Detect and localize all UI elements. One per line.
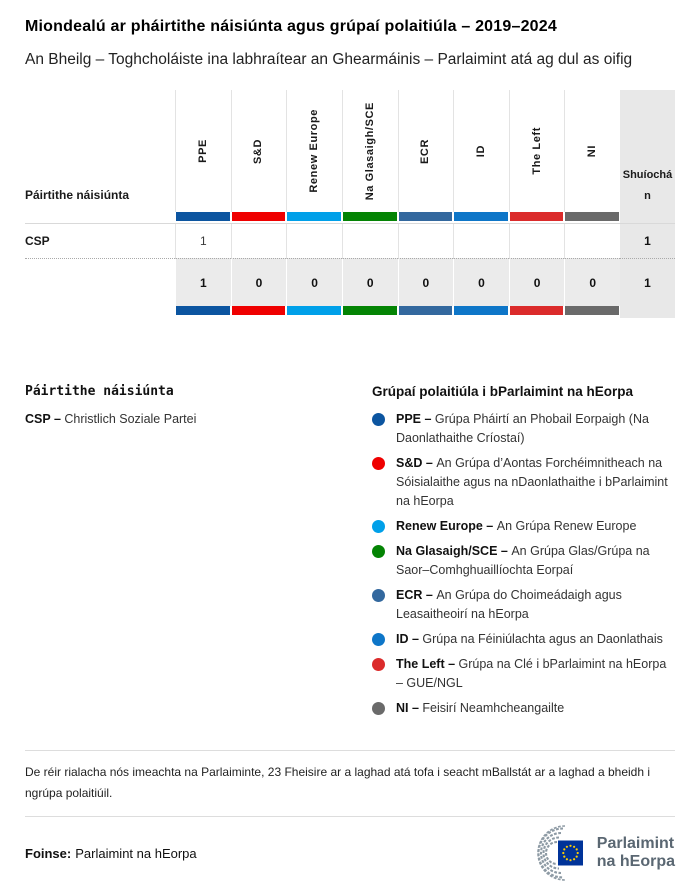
ppe-color-bar — [176, 212, 230, 222]
renew-dot-icon — [372, 520, 385, 534]
grand-total-seats: 1 — [620, 258, 675, 307]
id-color-bar — [454, 212, 508, 222]
total-ecr: 0 — [397, 258, 454, 307]
eu-flag-icon — [557, 840, 583, 866]
political-groups-legend: Grúpaí polaitiúla i bParlaimint na hEorp… — [372, 384, 675, 724]
sd-color-bar — [231, 212, 286, 222]
total-renew: 0 — [286, 258, 342, 307]
row-header-cell: Páirtithe náisiúnta — [25, 90, 175, 212]
id-dot-icon — [372, 633, 385, 647]
theleft-color-bar — [509, 306, 564, 316]
sd-dot-icon — [372, 457, 385, 471]
seat-cell-id — [453, 224, 509, 259]
renew-color-bar — [287, 212, 341, 222]
national-parties-legend: Páirtithe náisiúnta CSP – Christlich Soz… — [25, 384, 372, 426]
legend-item-sd: S&D – An Grúpa d’Aontas Forchéimnitheach… — [372, 454, 675, 511]
ni-color-bar — [565, 212, 619, 222]
total-ni: 0 — [564, 258, 620, 307]
ecr-color-bar — [398, 212, 453, 222]
greens-color-bar — [342, 306, 397, 316]
legend-item-greens: Na Glasaigh/SCE – An Grúpa Glas/Grúpa na… — [372, 542, 675, 580]
ni-dot-icon — [372, 702, 385, 716]
total-sd: 0 — [230, 258, 287, 307]
legend-item-ppe: PPE – Grúpa Pháirtí an Phobail Eorpaigh … — [372, 410, 675, 448]
bar-spacer — [25, 212, 175, 225]
seat-cell-ni — [564, 224, 620, 259]
ecr-dot-icon — [372, 589, 385, 603]
column-header-ppe: PPE — [175, 90, 231, 213]
seat-cell-sd — [230, 224, 287, 259]
renew-color-bar — [287, 306, 341, 316]
bar-spacer — [620, 212, 675, 225]
bar-spacer — [620, 306, 675, 319]
footnote: De réir rialacha nós imeachta na Parlaim… — [25, 765, 651, 801]
seat-cell-renew — [286, 224, 342, 259]
theleft-color-bar — [509, 212, 564, 222]
ecr-color-bar — [398, 306, 453, 316]
seat-cell-theleft — [508, 224, 565, 259]
column-header-greens: Na Glasaigh/SCE — [341, 90, 398, 213]
european-parliament-logo: Parlaimint na hEorpa — [525, 825, 675, 881]
sd-color-bar — [231, 306, 286, 316]
row-header-label: Páirtithe náisiúnta — [25, 187, 130, 202]
hemicycle-icon — [536, 825, 583, 881]
column-header-ecr: ECR — [397, 90, 454, 213]
footer: Foinse: Parlaimint na hEorpa — [25, 817, 675, 881]
legend-section: Páirtithe náisiúnta CSP – Christlich Soz… — [25, 384, 675, 724]
political-groups-heading: Grúpaí polaitiúla i bParlaimint na hEorp… — [372, 384, 634, 400]
total-id: 0 — [453, 258, 509, 307]
total-ppe: 1 — [175, 258, 231, 307]
ni-color-bar — [565, 306, 619, 316]
greens-dot-icon — [372, 545, 385, 559]
page-subtitle: An Bheilg – Toghcholáiste ina labhraítea… — [25, 51, 633, 68]
totals-row-label — [25, 258, 175, 307]
total-theleft: 0 — [508, 258, 565, 307]
column-header-sd: S&D — [230, 90, 287, 213]
national-parties-heading: Páirtithe náisiúnta — [25, 384, 174, 400]
id-color-bar — [454, 306, 508, 316]
seat-cell-ppe: 1 — [175, 224, 231, 259]
greens-color-bar — [342, 212, 397, 222]
column-header-seats: Shuíochán — [620, 90, 675, 213]
legend-item-theleft: The Left – Grúpa na Clé i bParlaimint na… — [372, 655, 675, 693]
legend-item-renew: Renew Europe – An Grúpa Renew Europe — [372, 517, 675, 536]
column-header-ni: NI — [564, 90, 620, 213]
bar-spacer — [25, 306, 175, 318]
divider — [25, 750, 675, 752]
theleft-dot-icon — [372, 658, 385, 672]
divider — [25, 816, 675, 818]
seats-table: Páirtithe náisiúnta PPE S&D Renew Europe… — [25, 90, 675, 319]
column-header-id: ID — [453, 90, 509, 213]
party-row-label: CSP — [25, 234, 50, 249]
source-value: Parlaimint na hEorpa — [75, 845, 197, 861]
ppe-dot-icon — [372, 413, 385, 427]
legend-item-id: ID – Grúpa na Féiniúlachta agus an Daonl… — [372, 630, 675, 649]
ppe-color-bar — [176, 306, 230, 316]
page-title: Miondealú ar pháirtithe náisiúnta agus g… — [25, 18, 557, 35]
total-greens: 0 — [341, 258, 398, 307]
seat-cell-greens — [341, 224, 398, 259]
legend-item-ecr: ECR – An Grúpa do Choimeádaigh agus Leas… — [372, 586, 675, 624]
seat-cell-ecr — [397, 224, 454, 259]
source-label: Foinse: — [25, 845, 72, 861]
logo-wordmark: Parlaimint na hEorpa — [596, 834, 675, 871]
column-header-theleft: The Left — [508, 90, 565, 213]
source-line: Foinse: Parlaimint na hEorpa — [25, 846, 197, 861]
column-header-renew: Renew Europe — [286, 90, 342, 213]
legend-item-ni: NI – Feisirí Neamhcheangailte — [372, 699, 675, 718]
party-legend-item: CSP – Christlich Soziale Partei — [25, 412, 197, 427]
row-total-seats: 1 — [620, 224, 675, 259]
